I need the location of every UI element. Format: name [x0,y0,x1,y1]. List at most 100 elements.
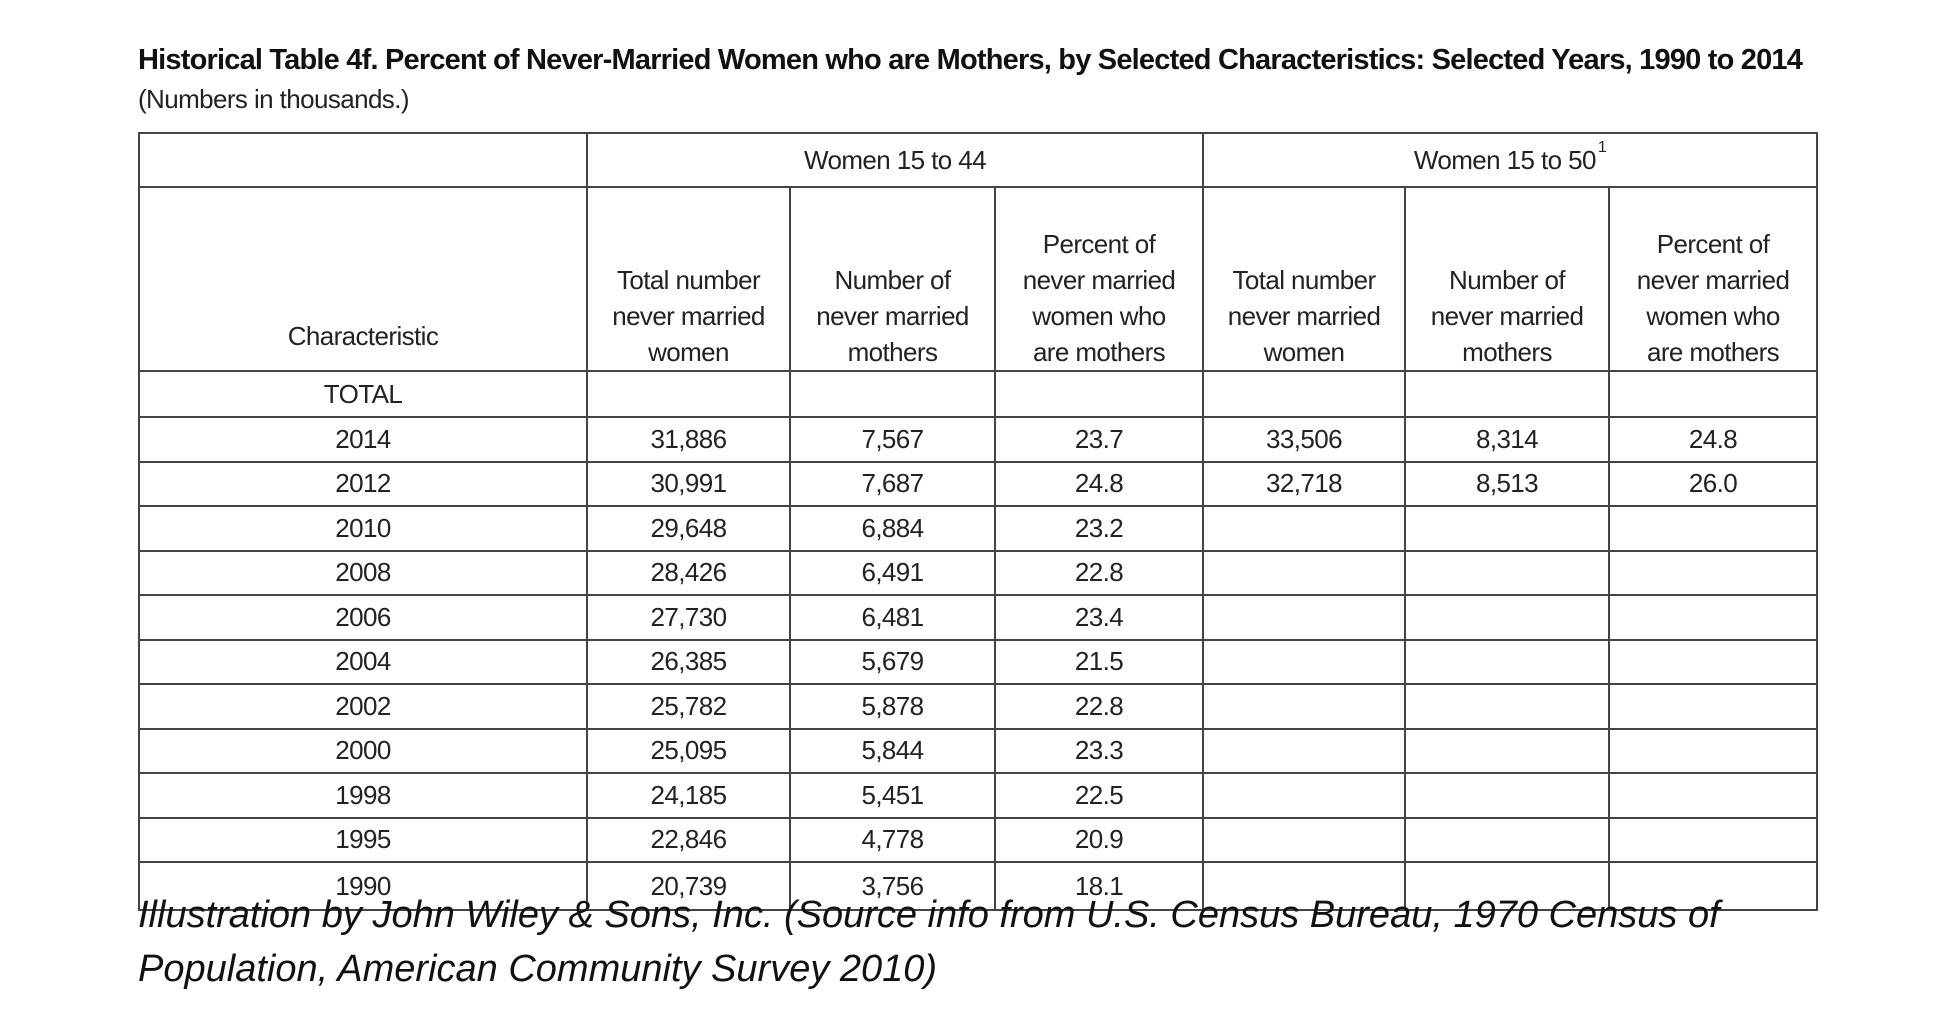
column-header-total-number-44: Total number never married women [586,186,791,372]
cell-year: 2000 [138,727,588,774]
cell-total-50: 33,506 [1202,416,1407,463]
cell-total-50: 32,718 [1202,460,1407,507]
cell-percent-44: 23.4 [993,594,1205,641]
header-line: Total number [616,265,761,295]
table-row: 2012 30,991 7,687 24.8 32,718 8,513 26.0 [138,460,1819,507]
cell-percent-44: 23.2 [993,505,1205,552]
cell-percent-44: 23.7 [993,416,1205,463]
table-subtitle: (Numbers in thousands.) [138,84,409,114]
table-row: 2002 25,782 5,878 22.8 [138,683,1819,730]
cell-mothers-50 [1404,549,1611,596]
cell-mothers-44: 7,687 [789,460,996,507]
cell-year: 2002 [138,683,588,730]
cell-total-44: 26,385 [586,638,791,685]
cell-percent-44: 18.1 [993,861,1205,911]
cell-percent-50 [1608,816,1819,863]
cell-total-50 [1202,638,1407,685]
cell-total-44: 28,426 [586,549,791,596]
cell-mothers-44: 5,679 [789,638,996,685]
table-row: 1998 24,185 5,451 22.5 [138,772,1819,819]
group-header-row: Women 15 to 44 Women 15 to 50 1 [138,132,1819,188]
cell-mothers-44: 7,567 [789,416,996,463]
cell-percent-50 [1608,505,1819,552]
cell-percent-44: 22.8 [993,549,1205,596]
cell-year: 2010 [138,505,588,552]
header-line: women who [1032,301,1166,331]
cell-mothers-44: 6,481 [789,594,996,641]
cell-mothers-44: 3,756 [789,861,996,911]
cell-mothers-44: 6,491 [789,549,996,596]
group-header-women-15-50: Women 15 to 50 1 [1202,132,1819,188]
cell-percent-50 [1608,594,1819,641]
table-row: 1995 22,846 4,778 20.9 [138,816,1819,863]
cell-mothers-44: 6,884 [789,505,996,552]
cell-total-44: 20,739 [586,861,791,911]
table-row: 2006 27,730 6,481 23.4 [138,594,1819,641]
table-row: 2000 25,095 5,844 23.3 [138,727,1819,774]
header-line: are mothers [1646,337,1780,367]
column-header-percent-50: Percent of never married women who are m… [1608,186,1819,372]
cell-mothers-44: 5,878 [789,683,996,730]
cell-year: 2012 [138,460,588,507]
group-header-label: Women 15 to 44 [804,144,987,175]
cell-percent-50 [1608,772,1819,819]
cell-total-50 [1202,549,1407,596]
cell-percent-44: 23.3 [993,727,1205,774]
cell-percent-50: 24.8 [1608,416,1819,463]
cell-percent-44: 22.5 [993,772,1205,819]
cell-total-50 [1202,772,1407,819]
column-header-label: Characteristic [287,321,439,351]
section-row-total: TOTAL [138,370,1819,418]
cell-mothers-50 [1404,816,1611,863]
header-line: never married [1430,301,1584,331]
cell-percent-44: 24.8 [993,460,1205,507]
group-header-women-15-44: Women 15 to 44 [585,132,1205,188]
header-line: Number of [1449,265,1566,295]
cell-year: 1998 [138,772,588,819]
cell-percent-50 [1608,683,1819,730]
column-header-number-mothers-50: Number of never married mothers [1404,186,1611,372]
column-header-percent-44: Percent of never married women who are m… [993,186,1205,372]
cell-total-50 [1202,683,1407,730]
header-line: Total number [1232,265,1376,295]
column-header-number-mothers-44: Number of never married mothers [789,186,996,372]
column-header-characteristic: Characteristic [138,186,588,372]
header-line: never married [1227,301,1381,331]
cell-total-44: 25,782 [586,683,791,730]
cell-mothers-50 [1404,683,1611,730]
cell-mothers-50 [1404,772,1611,819]
table-title: Historical Table 4f. Percent of Never-Ma… [138,44,1803,76]
cell-percent-50 [1608,727,1819,774]
cell-total-44: 31,886 [586,416,791,463]
cell-mothers-50 [1404,594,1611,641]
cell-mothers-50 [1404,727,1611,774]
header-line: are mothers [1032,337,1166,367]
group-header-blank [138,132,588,188]
cell-mothers-50: 8,513 [1404,460,1611,507]
cell-year: 2008 [138,549,588,596]
cell-total-50 [1202,727,1407,774]
cell-percent-50: 26.0 [1608,460,1819,507]
cell-total-44: 29,648 [586,505,791,552]
header-line: women [648,337,729,367]
cell-percent-44: 20.9 [993,816,1205,863]
header-line: Percent of [1656,229,1770,259]
cell-percent-44: 22.8 [993,683,1205,730]
cell-year: 1995 [138,816,588,863]
cell-percent-44: 21.5 [993,638,1205,685]
table-row: 2010 29,648 6,884 23.2 [138,505,1819,552]
header-line: mothers [847,337,938,367]
cell-year: 2014 [138,416,588,463]
header-line: Percent of [1042,229,1156,259]
cell-total-44: 25,095 [586,727,791,774]
table-row: 1990 20,739 3,756 18.1 [138,861,1819,911]
header-line: never married [1022,265,1176,295]
header-line: Number of [834,265,952,295]
header-line: never married [1636,265,1790,295]
cell-total-50 [1202,594,1407,641]
cell-total-44: 22,846 [586,816,791,863]
header-line: never married [816,301,969,331]
table-row: 2014 31,886 7,567 23.7 33,506 8,314 24.8 [138,416,1819,463]
cell-mothers-44: 4,778 [789,816,996,863]
column-header-total-number-50: Total number never married women [1202,186,1407,372]
